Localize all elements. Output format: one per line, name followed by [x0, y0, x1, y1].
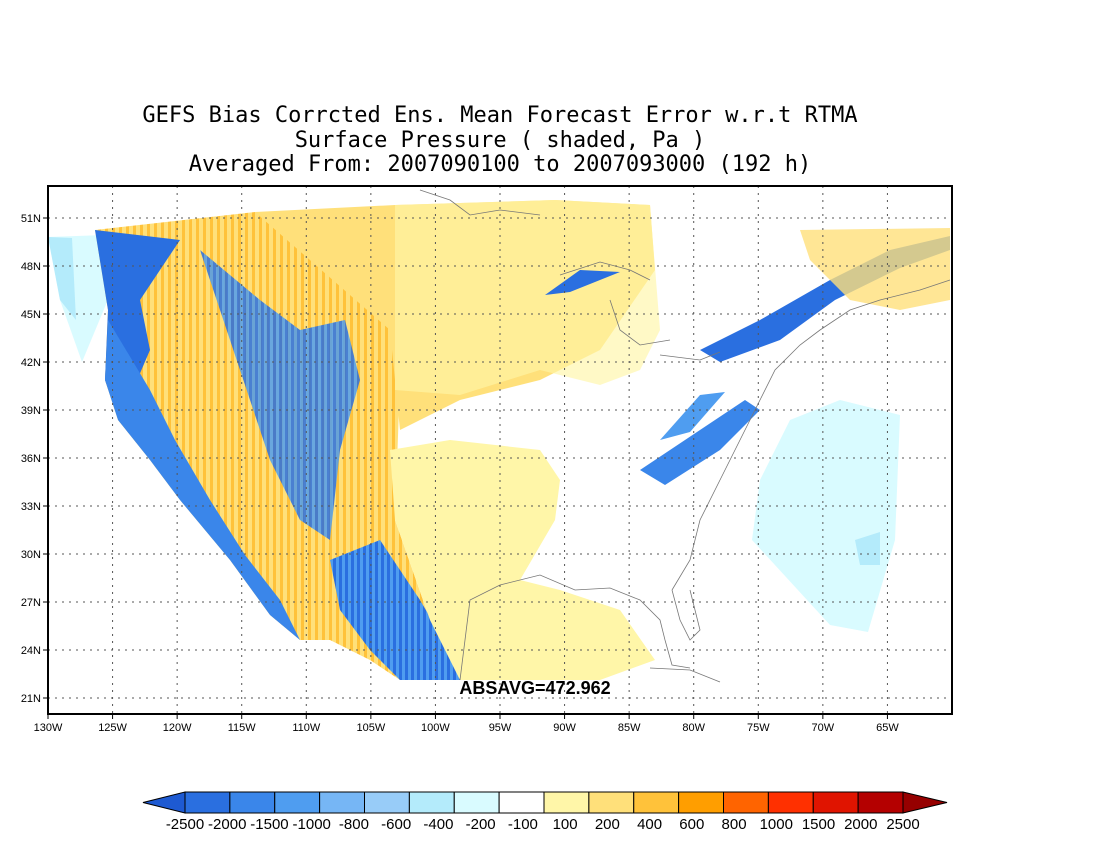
- colorbar-label: 600: [679, 816, 704, 833]
- tick-label-lat: 21N: [21, 693, 41, 705]
- coastline-florida: [671, 589, 701, 641]
- tick-label-lon: 65W: [876, 722, 899, 734]
- colorbar-swatch: [319, 791, 365, 814]
- shade-mexico-blue: [330, 540, 460, 680]
- tick-label-lon: 90W: [553, 722, 576, 734]
- tick-label-lon: 80W: [682, 722, 705, 734]
- map-shading: [48, 186, 952, 714]
- colorbar-label: -800: [339, 816, 369, 833]
- colorbar-swatch: [812, 791, 859, 814]
- chart-title-line1: GEFS Bias Corrcted Ens. Mean Forecast Er…: [142, 103, 858, 128]
- colorbar-swatch: [498, 791, 545, 814]
- chart-title-line2: Surface Pressure ( shaded, Pa ): [294, 128, 706, 153]
- colorbar-label: -400: [423, 816, 453, 833]
- shade-northeast-yellow: [800, 228, 950, 310]
- colorbar-swatch: [633, 791, 680, 814]
- tick-label-lat: 51N: [21, 213, 41, 225]
- shade-atlantic-cyan: [752, 400, 900, 632]
- coastline-hudson: [419, 189, 541, 216]
- colorbar-swatch: [767, 791, 814, 814]
- tick-label-lon: 125W: [98, 722, 127, 734]
- tick-label-lat: 48N: [21, 261, 41, 273]
- tick-label-lon: 130W: [34, 722, 63, 734]
- tick-label-lat: 24N: [21, 645, 41, 657]
- colorbar-swatch: [229, 791, 276, 814]
- colorbar-arrow-high: [902, 791, 948, 814]
- tick-label-lon: 95W: [489, 722, 512, 734]
- colorbar-swatch: [723, 791, 769, 814]
- chart-title-line3: Averaged From: 2007090100 to 2007093000 …: [188, 152, 812, 177]
- colorbar-label: 1000: [760, 816, 793, 833]
- shade-appalachian-band-2: [660, 392, 725, 440]
- colorbar: -2500 -2000 -1500 -1000 -800 -600 -400 -200 -100…: [142, 791, 948, 833]
- tick-label-lon: 120W: [163, 722, 192, 734]
- colorbar-swatch: [678, 791, 724, 814]
- colorbar-swatch: [453, 791, 500, 814]
- tick-label-lon: 110W: [292, 722, 321, 734]
- absavg-label: ABSAVG=472.962: [459, 678, 610, 698]
- tick-label-lat: 33N: [21, 501, 41, 513]
- colorbar-label: 400: [637, 816, 662, 833]
- tick-label-lat: 39N: [21, 405, 41, 417]
- coastline-gulf: [459, 574, 691, 681]
- tick-label-lon: 105W: [356, 722, 385, 734]
- tick-label-lat: 42N: [21, 357, 41, 369]
- shade-south-yellow: [390, 440, 655, 680]
- colorbar-swatch: [857, 791, 904, 814]
- tick-label-lon: 85W: [618, 722, 641, 734]
- tick-label-lat: 30N: [21, 549, 41, 561]
- shade-rockies-blue: [200, 250, 360, 540]
- shade-plains-light: [395, 200, 660, 395]
- colorbar-label: -100: [508, 816, 538, 833]
- colorbar-swatch: [543, 791, 590, 814]
- colorbar-label: 1500: [802, 816, 835, 833]
- colorbar-swatch: [588, 791, 635, 814]
- coastline-cuba: [649, 667, 721, 683]
- tick-label-lon: 100W: [421, 722, 450, 734]
- shade-coast-blue: [105, 320, 300, 640]
- colorbar-swatch: [364, 791, 410, 814]
- colorbar-arrow-low: [142, 791, 186, 814]
- tick-label-lon: 75W: [747, 722, 770, 734]
- shade-pacific-cyan-2: [48, 237, 76, 320]
- coastline-atlantic: [671, 279, 951, 591]
- colorbar-label: -600: [381, 816, 411, 833]
- colorbar-swatch: [274, 791, 321, 814]
- shade-lakes-band: [545, 270, 620, 295]
- tick-label-lat: 36N: [21, 453, 41, 465]
- colorbar-label: 800: [722, 816, 747, 833]
- colorbar-label: 200: [595, 816, 620, 833]
- colorbar-label: -1000: [293, 816, 331, 833]
- tick-label-lon: 70W: [812, 722, 835, 734]
- colorbar-label: -200: [466, 816, 496, 833]
- colorbar-label: 2500: [886, 816, 919, 833]
- colorbar-label: 100: [553, 816, 578, 833]
- tick-label-lat: 27N: [21, 597, 41, 609]
- colorbar-label: 2000: [844, 816, 877, 833]
- tick-label-lat: 45N: [21, 309, 41, 321]
- colorbar-label: -2000: [208, 816, 246, 833]
- shade-appalachian-band: [640, 400, 760, 485]
- colorbar-swatch: [184, 791, 231, 814]
- colorbar-label: -2500: [166, 816, 204, 833]
- shade-atlantic-cyan-2: [855, 532, 880, 565]
- tick-label-lon: 115W: [228, 722, 257, 734]
- colorbar-label: -1500: [250, 816, 288, 833]
- axis-ticks: 130W 125W 120W 115W 110W 105W 100W 95W 90W 85W 80W…: [21, 213, 900, 734]
- coastlines: [419, 189, 951, 683]
- colorbar-swatch: [408, 791, 455, 814]
